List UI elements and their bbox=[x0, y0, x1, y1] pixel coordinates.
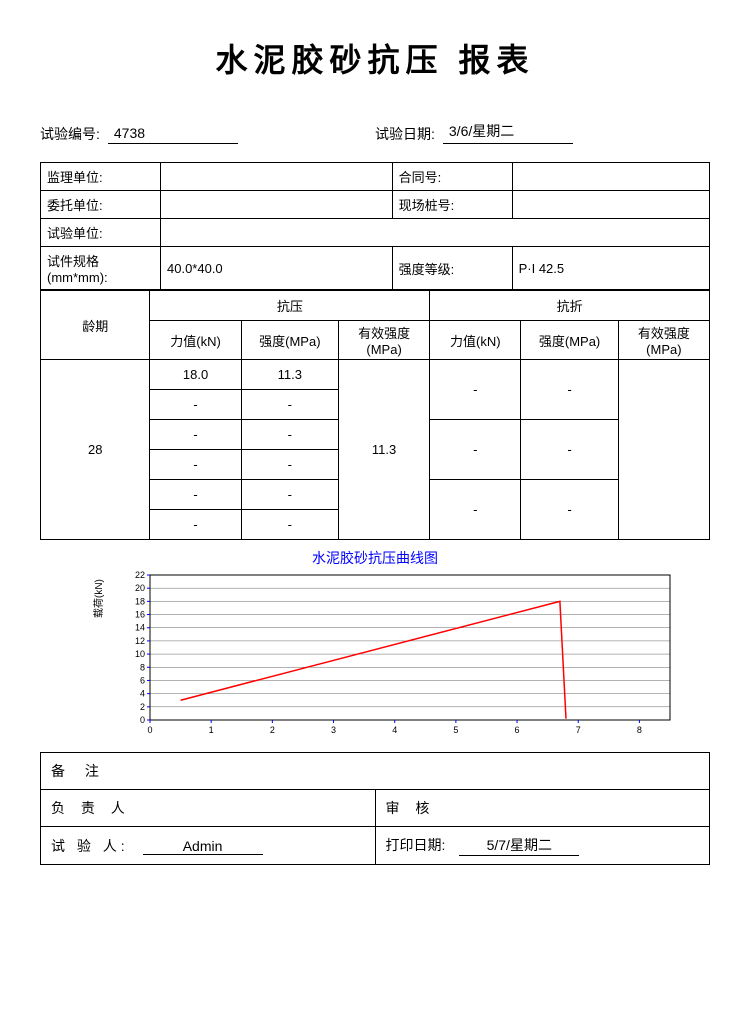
col-comp: 抗压 bbox=[150, 291, 430, 321]
col-flex-strength: 强度(MPa) bbox=[521, 321, 618, 360]
test-unit-label: 试验单位: bbox=[41, 219, 161, 247]
test-date-label: 试验日期: bbox=[375, 124, 435, 144]
print-date-label: 打印日期: bbox=[386, 837, 446, 853]
test-unit-value bbox=[161, 219, 710, 247]
flex-s-0: - bbox=[521, 360, 618, 420]
svg-text:7: 7 bbox=[576, 725, 581, 735]
col-comp-force: 力值(kN) bbox=[150, 321, 241, 360]
svg-text:6: 6 bbox=[515, 725, 520, 735]
tester-value: Admin bbox=[143, 838, 263, 855]
spec-label: 试件规格(mm*mm): bbox=[41, 247, 161, 290]
comp-f-2: - bbox=[150, 420, 241, 450]
supervisor-value bbox=[161, 163, 393, 191]
supervisor-label: 监理单位: bbox=[41, 163, 161, 191]
footer-table: 备 注 负 责 人 审 核 试 验 人: Admin 打印日期: 5/7/星期二 bbox=[40, 752, 710, 865]
age-value: 28 bbox=[41, 360, 150, 540]
comp-s-4: - bbox=[241, 480, 338, 510]
grade-label: 强度等级: bbox=[392, 247, 512, 290]
test-no-value: 4738 bbox=[108, 125, 238, 144]
site-pile-value bbox=[512, 191, 709, 219]
svg-text:3: 3 bbox=[331, 725, 336, 735]
flex-f-0: - bbox=[430, 360, 521, 420]
reviewer-label: 审 核 bbox=[375, 790, 710, 827]
chart-section: 水泥胶砂抗压曲线图 载荷(kN) 02468101214161820220123… bbox=[40, 548, 710, 740]
svg-text:0: 0 bbox=[140, 715, 145, 725]
comp-s-3: - bbox=[241, 450, 338, 480]
report-title: 水泥胶砂抗压 报表 bbox=[40, 35, 710, 81]
svg-text:18: 18 bbox=[135, 596, 145, 606]
test-date-value: 3/6/星期二 bbox=[443, 121, 573, 144]
svg-text:8: 8 bbox=[637, 725, 642, 735]
comp-f-3: - bbox=[150, 450, 241, 480]
test-no-label: 试验编号: bbox=[40, 124, 100, 144]
header-row: 试验编号: 4738 试验日期: 3/6/星期二 bbox=[40, 121, 710, 144]
tester-cell: 试 验 人: Admin bbox=[41, 827, 376, 865]
svg-text:2: 2 bbox=[140, 702, 145, 712]
comp-s-1: - bbox=[241, 390, 338, 420]
comp-f-5: - bbox=[150, 510, 241, 540]
person-label: 负 责 人 bbox=[41, 790, 376, 827]
col-comp-eff: 有效强度(MPa) bbox=[338, 321, 429, 360]
flex-s-1: - bbox=[521, 420, 618, 480]
tester-label: 试 验 人: bbox=[51, 838, 129, 854]
flex-f-2: - bbox=[430, 480, 521, 540]
contract-label: 合同号: bbox=[392, 163, 512, 191]
col-flex: 抗折 bbox=[430, 291, 710, 321]
svg-text:4: 4 bbox=[392, 725, 397, 735]
col-comp-strength: 强度(MPa) bbox=[241, 321, 338, 360]
entrust-label: 委托单位: bbox=[41, 191, 161, 219]
svg-text:8: 8 bbox=[140, 662, 145, 672]
print-date-cell: 打印日期: 5/7/星期二 bbox=[375, 827, 710, 865]
col-flex-force: 力值(kN) bbox=[430, 321, 521, 360]
comp-f-0: 18.0 bbox=[150, 360, 241, 390]
svg-text:14: 14 bbox=[135, 623, 145, 633]
comp-s-5: - bbox=[241, 510, 338, 540]
print-date-value: 5/7/星期二 bbox=[459, 835, 579, 856]
chart-title: 水泥胶砂抗压曲线图 bbox=[40, 548, 710, 568]
comp-f-1: - bbox=[150, 390, 241, 420]
flex-f-1: - bbox=[430, 420, 521, 480]
svg-text:10: 10 bbox=[135, 649, 145, 659]
grade-value: P·I 42.5 bbox=[512, 247, 709, 290]
svg-text:0: 0 bbox=[147, 725, 152, 735]
contract-value bbox=[512, 163, 709, 191]
svg-text:4: 4 bbox=[140, 689, 145, 699]
comp-s-0: 11.3 bbox=[241, 360, 338, 390]
svg-text:2: 2 bbox=[270, 725, 275, 735]
comp-eff: 11.3 bbox=[338, 360, 429, 540]
col-age: 龄期 bbox=[41, 291, 150, 360]
svg-text:16: 16 bbox=[135, 610, 145, 620]
chart-svg: 0246810121416182022012345678 bbox=[120, 570, 680, 740]
col-flex-eff: 有效强度(MPa) bbox=[618, 321, 709, 360]
data-table: 龄期 抗压 抗折 力值(kN) 强度(MPa) 有效强度(MPa) 力值(kN)… bbox=[40, 290, 710, 540]
site-pile-label: 现场桩号: bbox=[392, 191, 512, 219]
svg-text:22: 22 bbox=[135, 570, 145, 580]
svg-text:20: 20 bbox=[135, 583, 145, 593]
svg-text:1: 1 bbox=[209, 725, 214, 735]
svg-text:6: 6 bbox=[140, 675, 145, 685]
entrust-value bbox=[161, 191, 393, 219]
info-table: 监理单位: 合同号: 委托单位: 现场桩号: 试验单位: 试件规格(mm*mm)… bbox=[40, 162, 710, 290]
svg-text:5: 5 bbox=[453, 725, 458, 735]
remark-label: 备 注 bbox=[41, 753, 710, 790]
spec-value: 40.0*40.0 bbox=[161, 247, 393, 290]
chart-ylabel: 载荷(kN) bbox=[90, 579, 105, 618]
flex-eff bbox=[618, 360, 709, 540]
comp-s-2: - bbox=[241, 420, 338, 450]
svg-text:12: 12 bbox=[135, 636, 145, 646]
flex-s-2: - bbox=[521, 480, 618, 540]
comp-f-4: - bbox=[150, 480, 241, 510]
